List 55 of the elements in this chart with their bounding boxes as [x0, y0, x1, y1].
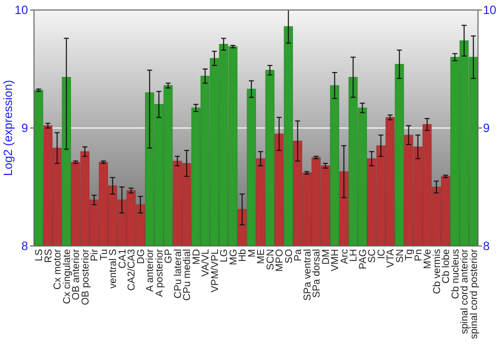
x-tick-label: Cx cingulate	[62, 248, 73, 304]
x-tick-label: CA2/CA3	[126, 248, 138, 291]
x-tick-label: LH	[348, 249, 360, 262]
x-tick-label: A anterior	[145, 248, 156, 292]
x-tick-label: DM	[320, 249, 332, 265]
x-tick-label: Pn	[413, 249, 424, 262]
x-tick-label: SPa dorsal	[312, 249, 323, 298]
x-tick-label: LS	[34, 248, 46, 262]
x-tick-label: DG	[136, 248, 147, 264]
y-tick-label: 10	[14, 3, 28, 18]
x-tick-label: PAG	[358, 248, 369, 270]
y-axis-title: Log2 (expression)	[1, 80, 15, 176]
x-tick-label: CA1	[117, 248, 128, 268]
x-tick-label: OB anterior	[71, 248, 82, 300]
x-tick-label: spinal cord anterior	[460, 248, 471, 334]
x-tick-label: VTA	[386, 248, 397, 268]
x-tick-label: Arc	[339, 249, 350, 264]
x-tick-label: GP	[164, 248, 175, 264]
x-tick-label: SO	[284, 248, 295, 264]
x-tick-label: Cx motor	[52, 248, 64, 290]
x-tick-label: MVe	[422, 248, 434, 270]
x-tick-label: VPM/VPL	[210, 248, 221, 292]
x-tick-label: IC	[376, 249, 388, 259]
x-tick-label: Tu	[98, 249, 110, 260]
x-tick-label: VMH	[330, 249, 342, 272]
y2-tick-label: 8	[483, 239, 490, 254]
x-tick-label: Cb lobe	[441, 248, 452, 284]
x-tick-label: SN	[394, 249, 406, 263]
x-tick-label: M	[246, 249, 258, 258]
x-tick-label: Pir	[90, 248, 101, 262]
x-tick-label: CPu lateral	[172, 249, 184, 298]
x-tick-label: MG	[228, 248, 240, 266]
x-tick-label: MPO	[274, 248, 286, 272]
x-tick-label: Pa	[293, 248, 304, 262]
x-tick-label: spinal cord posterior	[468, 248, 480, 340]
x-tick-label: CPu medial	[182, 249, 194, 301]
x-tick-label: Cb nucleus	[450, 249, 462, 300]
y2-tick-label: 10	[483, 3, 497, 18]
x-tick-label: SC	[367, 249, 378, 263]
x-tick-label: A posterior	[154, 248, 166, 297]
x-tick-label: RS	[43, 248, 54, 263]
x-tick-label: Tg	[404, 249, 416, 261]
y-tick-label: 9	[21, 121, 28, 136]
x-tick-label: OB posterior	[80, 248, 92, 306]
y-tick-label: 8	[21, 239, 28, 254]
x-tick-label: SCN	[265, 249, 276, 270]
x-tick-label: Cb vermis	[432, 249, 443, 294]
x-tick-label: MD	[191, 249, 202, 265]
x-tick-label: SPa ventral	[302, 249, 314, 301]
x-tick-label: VA/VL	[200, 248, 212, 277]
x-tick-label: ventral S	[108, 248, 120, 288]
y2-tick-label: 9	[483, 121, 490, 136]
x-tick-label: ME	[256, 248, 268, 264]
x-tick-label: Hb	[238, 248, 249, 262]
x-tick-label: LG	[219, 248, 230, 262]
